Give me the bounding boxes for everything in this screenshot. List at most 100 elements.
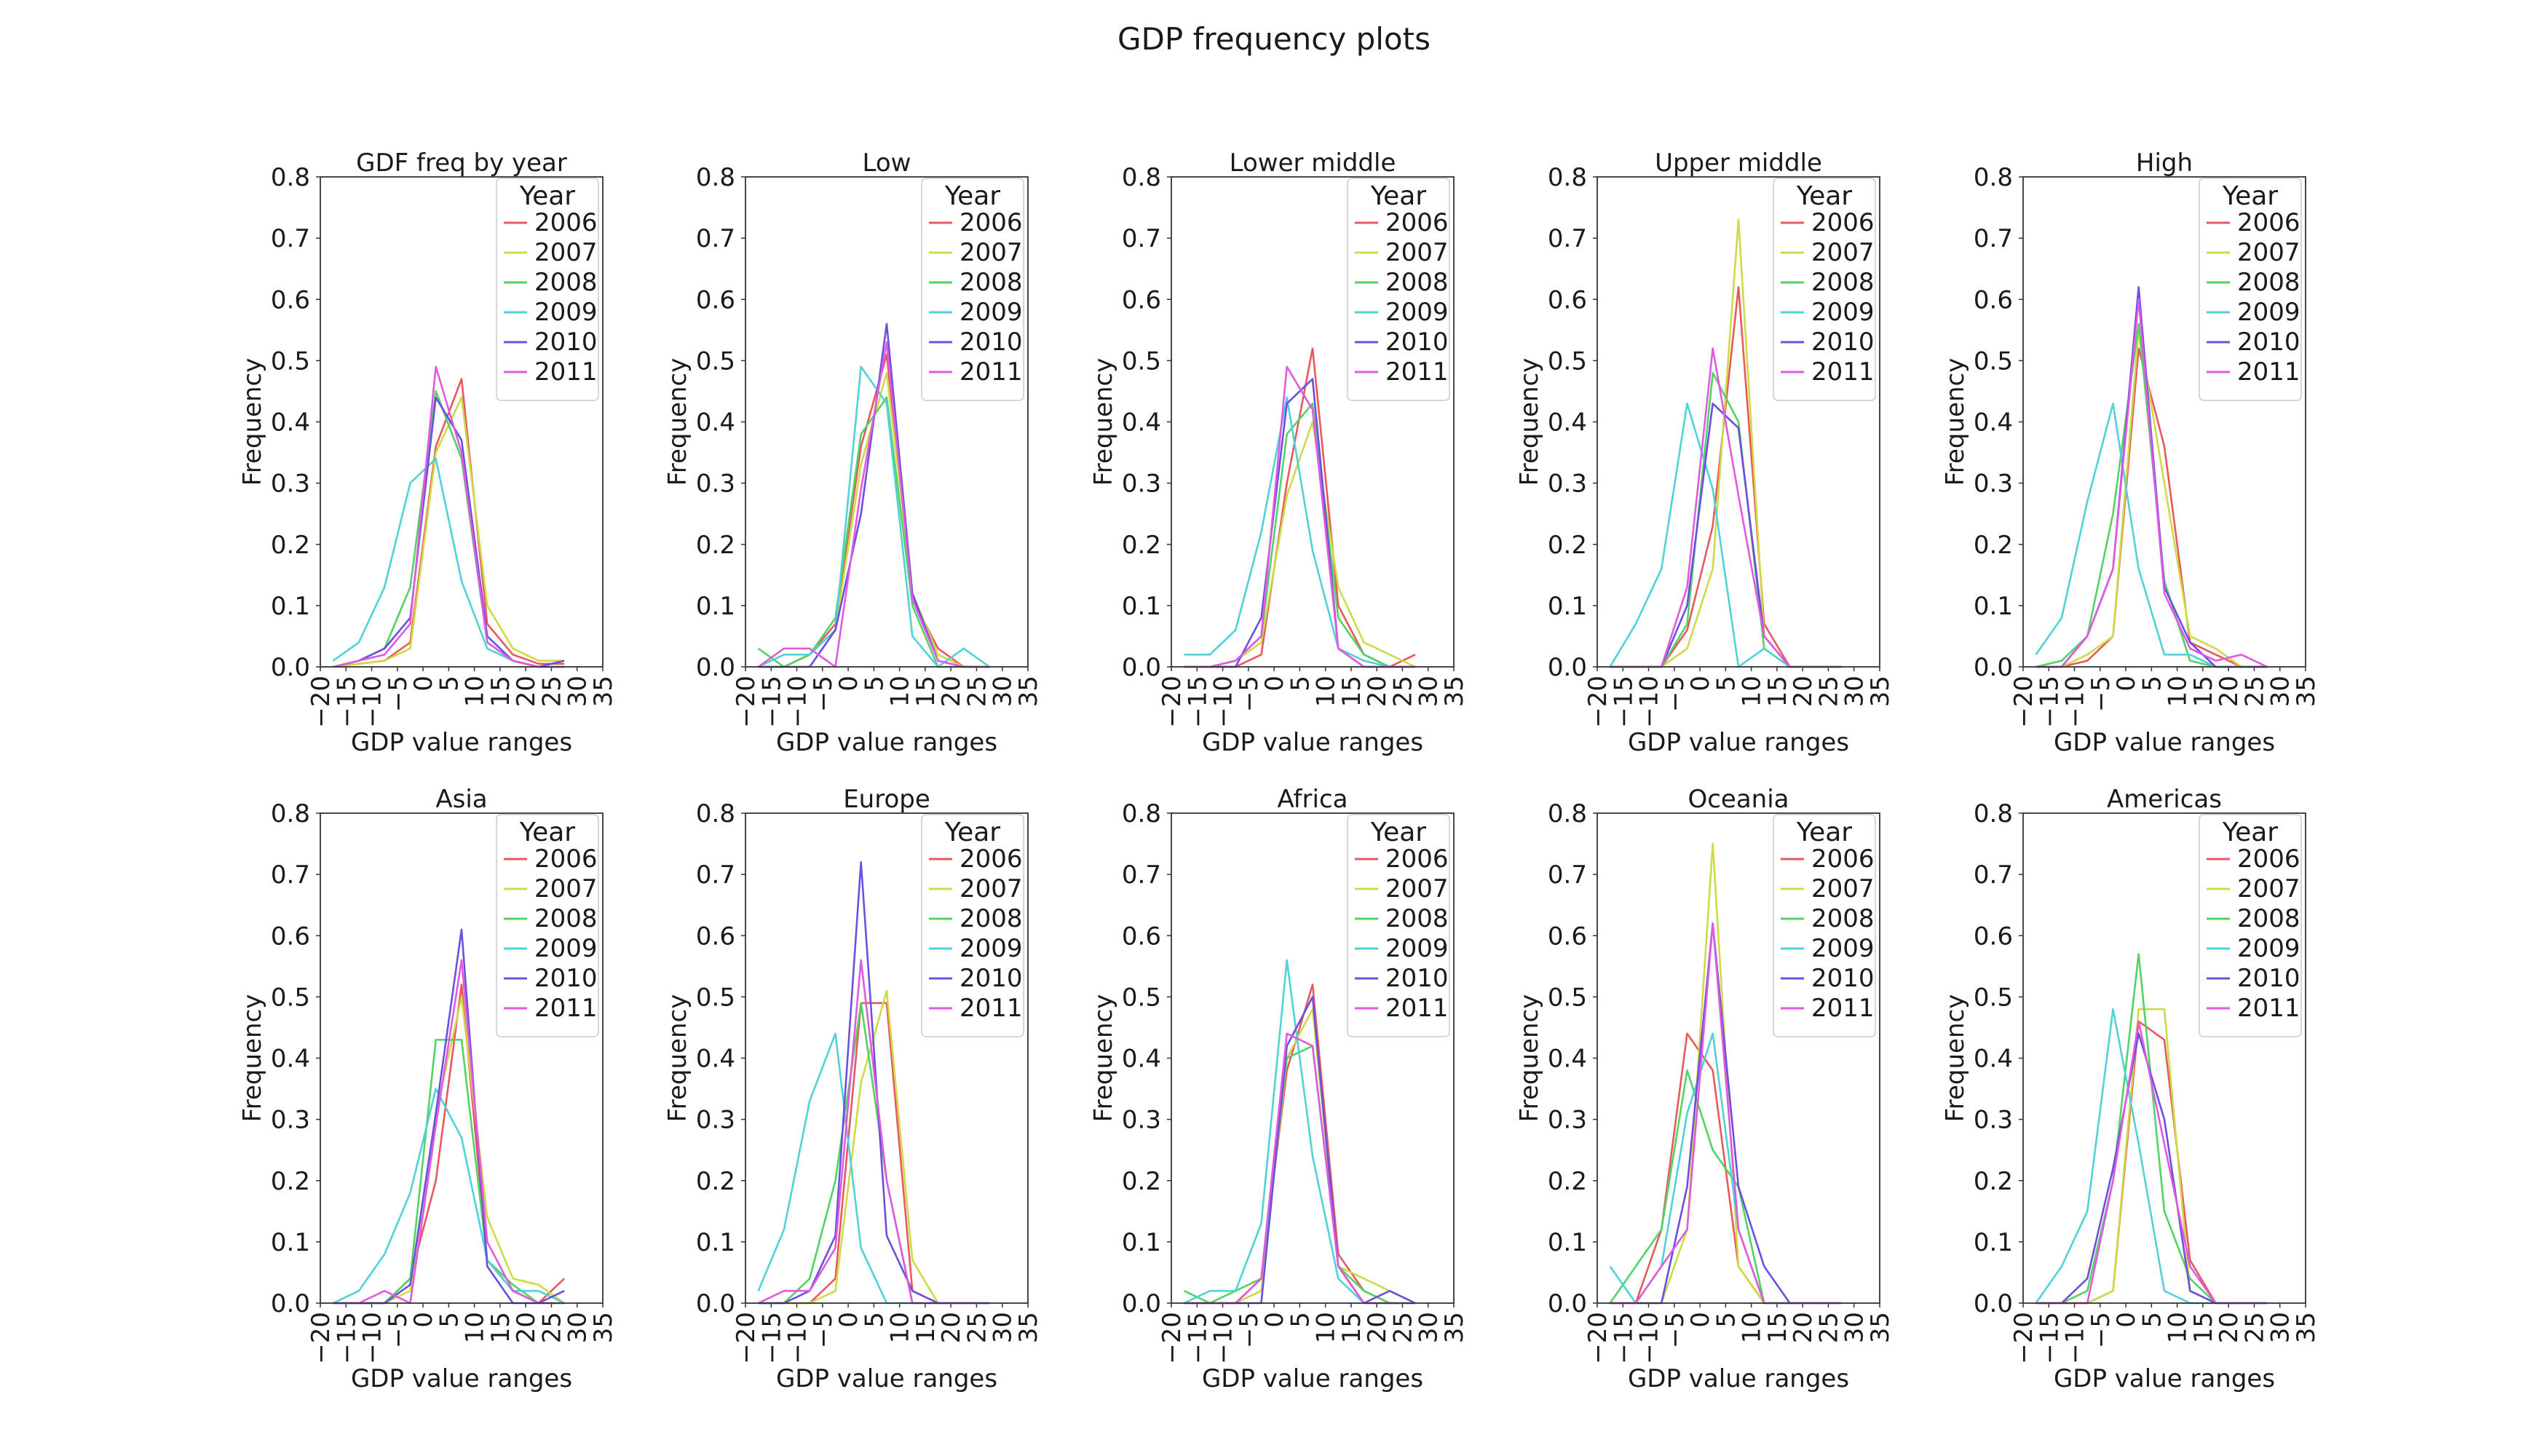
legend-label: 2007 — [1385, 874, 1449, 903]
y-tick-label: 0.2 — [1974, 1167, 2013, 1196]
legend-box — [2199, 178, 2302, 401]
y-tick-label: 0.0 — [1122, 1289, 1161, 1318]
legend-label: 2011 — [1811, 994, 1875, 1023]
legend-label: 2009 — [534, 934, 598, 963]
y-tick-label: 0.8 — [1974, 163, 2013, 192]
y-tick-label: 0.5 — [696, 347, 735, 376]
y-tick-label: 0.4 — [1122, 408, 1161, 438]
y-tick-label: 0.8 — [271, 163, 310, 192]
x-tick-label: −10 — [2061, 676, 2090, 728]
subplot-title: Africa — [1278, 785, 1348, 814]
x-tick-label: 30 — [1415, 1312, 1444, 1343]
x-tick-label: 25 — [1388, 676, 1417, 707]
x-tick-label: 0 — [2112, 1312, 2141, 1328]
legend-title: Year — [944, 818, 1000, 847]
legend-label: 2008 — [960, 268, 1023, 297]
x-tick-label: −20 — [306, 1312, 336, 1364]
y-axis-label: Frequency — [1515, 994, 1544, 1123]
legend-label: 2010 — [960, 328, 1023, 357]
x-axis-label: GDP value ranges — [776, 728, 997, 757]
x-tick-label: −10 — [2061, 1312, 2090, 1364]
plot-frame — [745, 176, 1029, 668]
x-tick-label: 0 — [409, 1312, 438, 1328]
x-tick-label: 25 — [537, 676, 566, 707]
x-tick-label: −5 — [809, 1312, 838, 1348]
x-tick-label: 10 — [2164, 1312, 2193, 1343]
legend-label: 2006 — [2237, 208, 2300, 237]
legend-box — [1347, 814, 1450, 1037]
legend-title: Year — [2222, 181, 2278, 211]
y-tick-label: 0.8 — [696, 163, 735, 192]
y-tick-label: 0.4 — [1974, 1045, 2013, 1074]
legend-label: 2010 — [960, 964, 1023, 993]
y-tick-label: 0.8 — [1974, 799, 2013, 828]
x-tick-label: 30 — [2266, 676, 2295, 707]
subplot-3: Lower middle 0.0 0.1 0.2 0.3 0.4 0.5 0.6 0.7 0.8 −… — [1089, 149, 1469, 757]
plot-frame — [2022, 176, 2306, 668]
legend-label: 2007 — [534, 874, 598, 903]
y-tick-label: 0.1 — [1122, 1228, 1161, 1257]
subplots-grid: GDF freq by year 0.0 0.1 0.2 0.3 0.4 0.5 0.6 0.7… — [238, 149, 2321, 1393]
series-line-2011 — [333, 959, 565, 1305]
x-tick-label: 0 — [834, 1312, 863, 1328]
y-tick-label: 0.8 — [1548, 799, 1587, 828]
x-tick-label: 0 — [1260, 1312, 1289, 1328]
x-tick-label: 10 — [1738, 676, 1767, 707]
x-tick-label: 30 — [563, 1312, 593, 1343]
subplot-title: Americas — [2107, 785, 2222, 814]
plot-frame — [745, 812, 1029, 1304]
legend-label: 2009 — [1811, 934, 1875, 963]
y-tick-label: 0.2 — [271, 1167, 310, 1196]
legend-label: 2008 — [534, 904, 598, 933]
x-tick-label: 10 — [2164, 676, 2193, 707]
y-tick-label: 0.1 — [696, 592, 735, 621]
x-tick-label: 20 — [2215, 1312, 2244, 1343]
y-tick-label: 0.6 — [1122, 285, 1161, 314]
y-tick-label: 0.7 — [1122, 860, 1161, 890]
x-tick-label: 35 — [2292, 676, 2321, 707]
x-tick-label: 0 — [409, 676, 438, 692]
y-tick-label: 0.0 — [1548, 1289, 1587, 1318]
y-tick-label: 0.5 — [1122, 983, 1161, 1012]
x-tick-label: 25 — [2240, 676, 2269, 707]
subplot-title: GDF freq by year — [356, 149, 567, 178]
series-line-2009 — [758, 365, 990, 668]
y-tick-label: 0.6 — [1122, 922, 1161, 951]
y-tick-label: 0.1 — [1122, 592, 1161, 621]
legend-label: 2007 — [1385, 238, 1449, 267]
legend-label: 2009 — [534, 298, 598, 327]
legend-box — [921, 178, 1024, 401]
y-axis-label: Frequency — [1515, 358, 1544, 486]
x-tick-label: 30 — [989, 676, 1018, 707]
x-tick-label: −10 — [358, 676, 387, 728]
x-tick-label: −15 — [2035, 676, 2064, 728]
x-tick-label: 20 — [937, 676, 966, 707]
subplot-1: GDF freq by year 0.0 0.1 0.2 0.3 0.4 0.5 0.6 0.7… — [238, 149, 618, 757]
y-tick-label: 0.2 — [1548, 1167, 1587, 1196]
y-axis-label: Frequency — [1941, 358, 1970, 486]
legend-label: 2010 — [1811, 964, 1875, 993]
x-tick-label: −10 — [1635, 1312, 1664, 1364]
legend-title: Year — [1370, 818, 1426, 847]
legend-label: 2007 — [960, 874, 1023, 903]
x-tick-label: −5 — [1661, 1312, 1690, 1348]
x-tick-label: 0 — [1686, 1312, 1715, 1328]
y-tick-label: 0.5 — [1974, 347, 2013, 376]
legend-label: 2010 — [534, 964, 598, 993]
legend-label: 2011 — [2237, 357, 2300, 387]
subplot-2: Low 0.0 0.1 0.2 0.3 0.4 0.5 0.6 0.7 0.8 −20−15−10−… — [663, 149, 1043, 757]
y-tick-label: 0.5 — [1122, 347, 1161, 376]
plot-frame — [320, 176, 604, 668]
y-axis-label: Frequency — [663, 358, 692, 486]
x-tick-label: 25 — [2240, 1312, 2269, 1343]
y-tick-label: 0.7 — [271, 860, 310, 890]
subplot-9: Oceania 0.0 0.1 0.2 0.3 0.4 0.5 0.6 0.7 0.8 −20−15… — [1515, 785, 1895, 1393]
x-axis-label: GDP value ranges — [1202, 728, 1423, 757]
legend-label: 2007 — [2237, 874, 2300, 903]
x-axis-label: GDP value ranges — [1202, 1364, 1423, 1393]
series-line-2006 — [2035, 347, 2268, 668]
x-tick-label: 25 — [537, 1312, 566, 1343]
